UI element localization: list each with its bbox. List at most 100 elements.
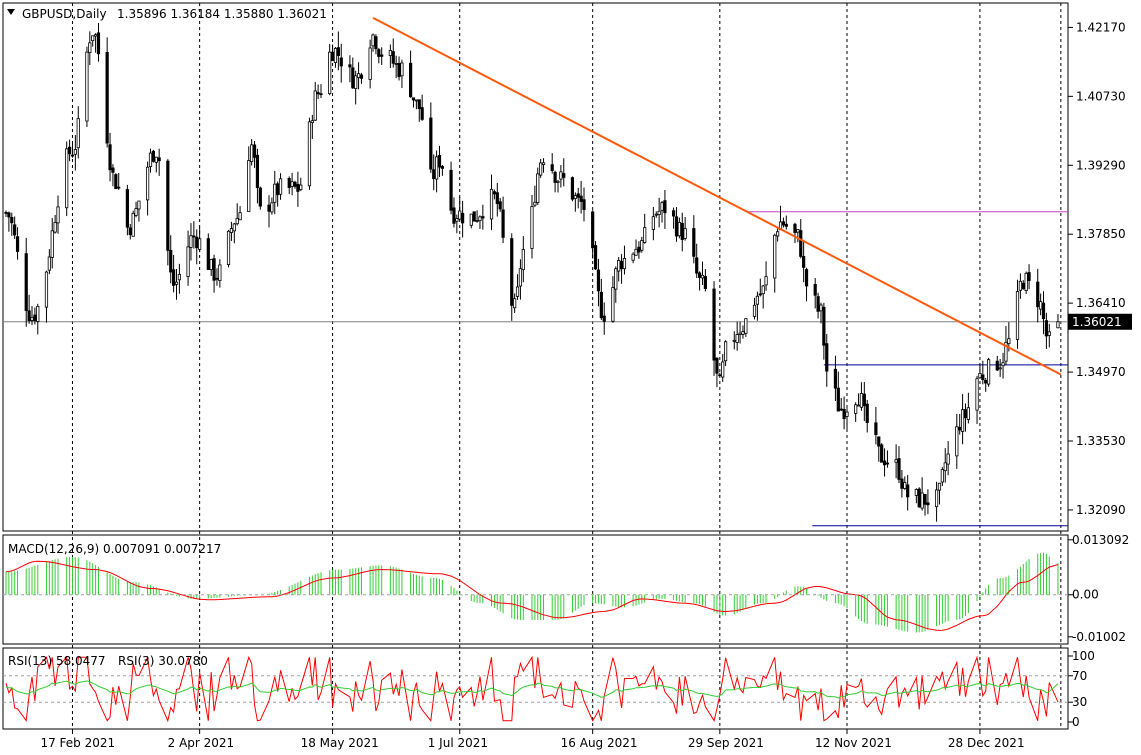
- candle-down: [114, 174, 118, 190]
- candle-up: [394, 63, 398, 65]
- candle-up: [741, 331, 745, 335]
- candle-down: [619, 260, 624, 270]
- candle-down: [351, 67, 355, 89]
- candle-up: [1015, 291, 1020, 340]
- candle-down: [472, 211, 476, 222]
- candle-up: [400, 62, 404, 77]
- candle-down: [27, 310, 31, 322]
- candle-up: [643, 227, 647, 243]
- candle-down: [842, 409, 846, 420]
- candle-down: [793, 223, 797, 233]
- candle-up: [657, 210, 661, 216]
- candle-down: [880, 444, 884, 463]
- candle-down: [917, 488, 921, 508]
- candle-up: [859, 393, 864, 408]
- candle-down: [336, 47, 340, 56]
- candle-up: [53, 222, 57, 233]
- candle-down: [437, 155, 442, 168]
- candle-down: [319, 93, 323, 96]
- rsi-axis-label: 100: [1072, 649, 1095, 663]
- trendline-group[interactable]: [372, 16, 1062, 376]
- candle-up: [660, 202, 664, 211]
- macd-axis: 0.013092 0.00 -0.01002: [1068, 533, 1129, 644]
- candle-down: [885, 462, 890, 465]
- candle-up: [458, 210, 462, 220]
- candle-down: [712, 288, 716, 361]
- candle-down: [391, 51, 395, 64]
- rsi-axis-label: 0: [1072, 715, 1080, 729]
- candle-up: [755, 295, 760, 305]
- rsi-axis-label: 30: [1072, 695, 1087, 709]
- candle-up: [573, 195, 577, 199]
- trendline: [372, 16, 1062, 376]
- candle-up: [943, 462, 947, 472]
- price-label: 1.39290: [1076, 158, 1126, 172]
- candle-up: [235, 217, 239, 225]
- candle-up: [307, 121, 312, 187]
- candle-down: [833, 368, 838, 389]
- macd-panel-border: [2, 534, 1069, 645]
- price-axis: 1.42170 1.40730 1.39290 1.37850 1.36410 1.349…: [1068, 20, 1126, 517]
- candle-down: [359, 74, 364, 79]
- candle-up: [541, 162, 546, 165]
- price-label: 1.34970: [1076, 365, 1126, 379]
- candle-up: [677, 222, 681, 237]
- candle-down: [166, 160, 170, 251]
- candle-up: [475, 220, 479, 222]
- candle-down: [1041, 302, 1046, 320]
- candle-down: [579, 195, 583, 202]
- candle-down: [995, 360, 999, 371]
- price-panel[interactable]: 1.42170 1.40730 1.39290 1.37850 1.36410 1.349…: [2, 2, 1132, 532]
- candle-down: [267, 204, 271, 212]
- candle-down: [377, 49, 381, 57]
- candle-up: [903, 482, 907, 489]
- candle-down: [1021, 282, 1025, 290]
- candle-down: [169, 249, 173, 273]
- rsi-axis-label: 70: [1072, 669, 1087, 683]
- price-label: 1.42170: [1076, 20, 1126, 34]
- candle-up: [198, 238, 202, 250]
- macd-panel[interactable]: MACD(12,26,9) 0.007091 0.007217 0.013092…: [2, 533, 1129, 645]
- collapse-triangle-icon[interactable]: [7, 9, 15, 15]
- current-price-label: 1.36021: [1072, 315, 1122, 329]
- candle-up: [469, 213, 473, 226]
- price-label: 1.36410: [1076, 296, 1126, 310]
- candle-up: [290, 181, 294, 187]
- candle-up: [724, 341, 728, 362]
- candle-up: [738, 332, 742, 335]
- candle-down: [10, 217, 14, 224]
- candle-down: [926, 502, 930, 506]
- candle-up: [518, 268, 523, 287]
- candle-down: [397, 63, 401, 78]
- header-label: GBPUSD,Daily 1.35896 1.36184 1.35880 1.3…: [7, 7, 327, 21]
- candle-up: [186, 246, 190, 277]
- candle-down: [784, 223, 788, 227]
- rsi-panel[interactable]: RSI(13) 58.0477 RSI(3) 30.0780 100 70 30 0: [2, 647, 1095, 730]
- macd-axis-label: 0.013092: [1072, 533, 1129, 547]
- candle-up: [354, 75, 358, 89]
- candle-up: [987, 359, 991, 385]
- candle-up: [371, 34, 375, 47]
- candle-down: [70, 154, 75, 157]
- candle-up: [1024, 272, 1028, 291]
- candle-up: [65, 148, 69, 209]
- candle-up: [732, 339, 736, 342]
- candle-up: [515, 286, 520, 297]
- candle-up: [651, 216, 655, 230]
- candle-down: [67, 146, 72, 155]
- candle-up: [177, 274, 181, 281]
- candle-up: [937, 482, 942, 491]
- candle-up: [250, 144, 254, 162]
- candle-up: [88, 42, 92, 54]
- candle-up: [819, 304, 823, 312]
- candle-down: [816, 296, 820, 312]
- candle-up: [752, 304, 757, 317]
- candle-up: [1004, 341, 1008, 362]
- candle-down: [293, 181, 297, 187]
- candle-up: [1007, 338, 1011, 345]
- candle-up: [368, 47, 372, 80]
- price-panel-border: [2, 2, 1069, 532]
- rsi13-line: [5, 680, 1059, 699]
